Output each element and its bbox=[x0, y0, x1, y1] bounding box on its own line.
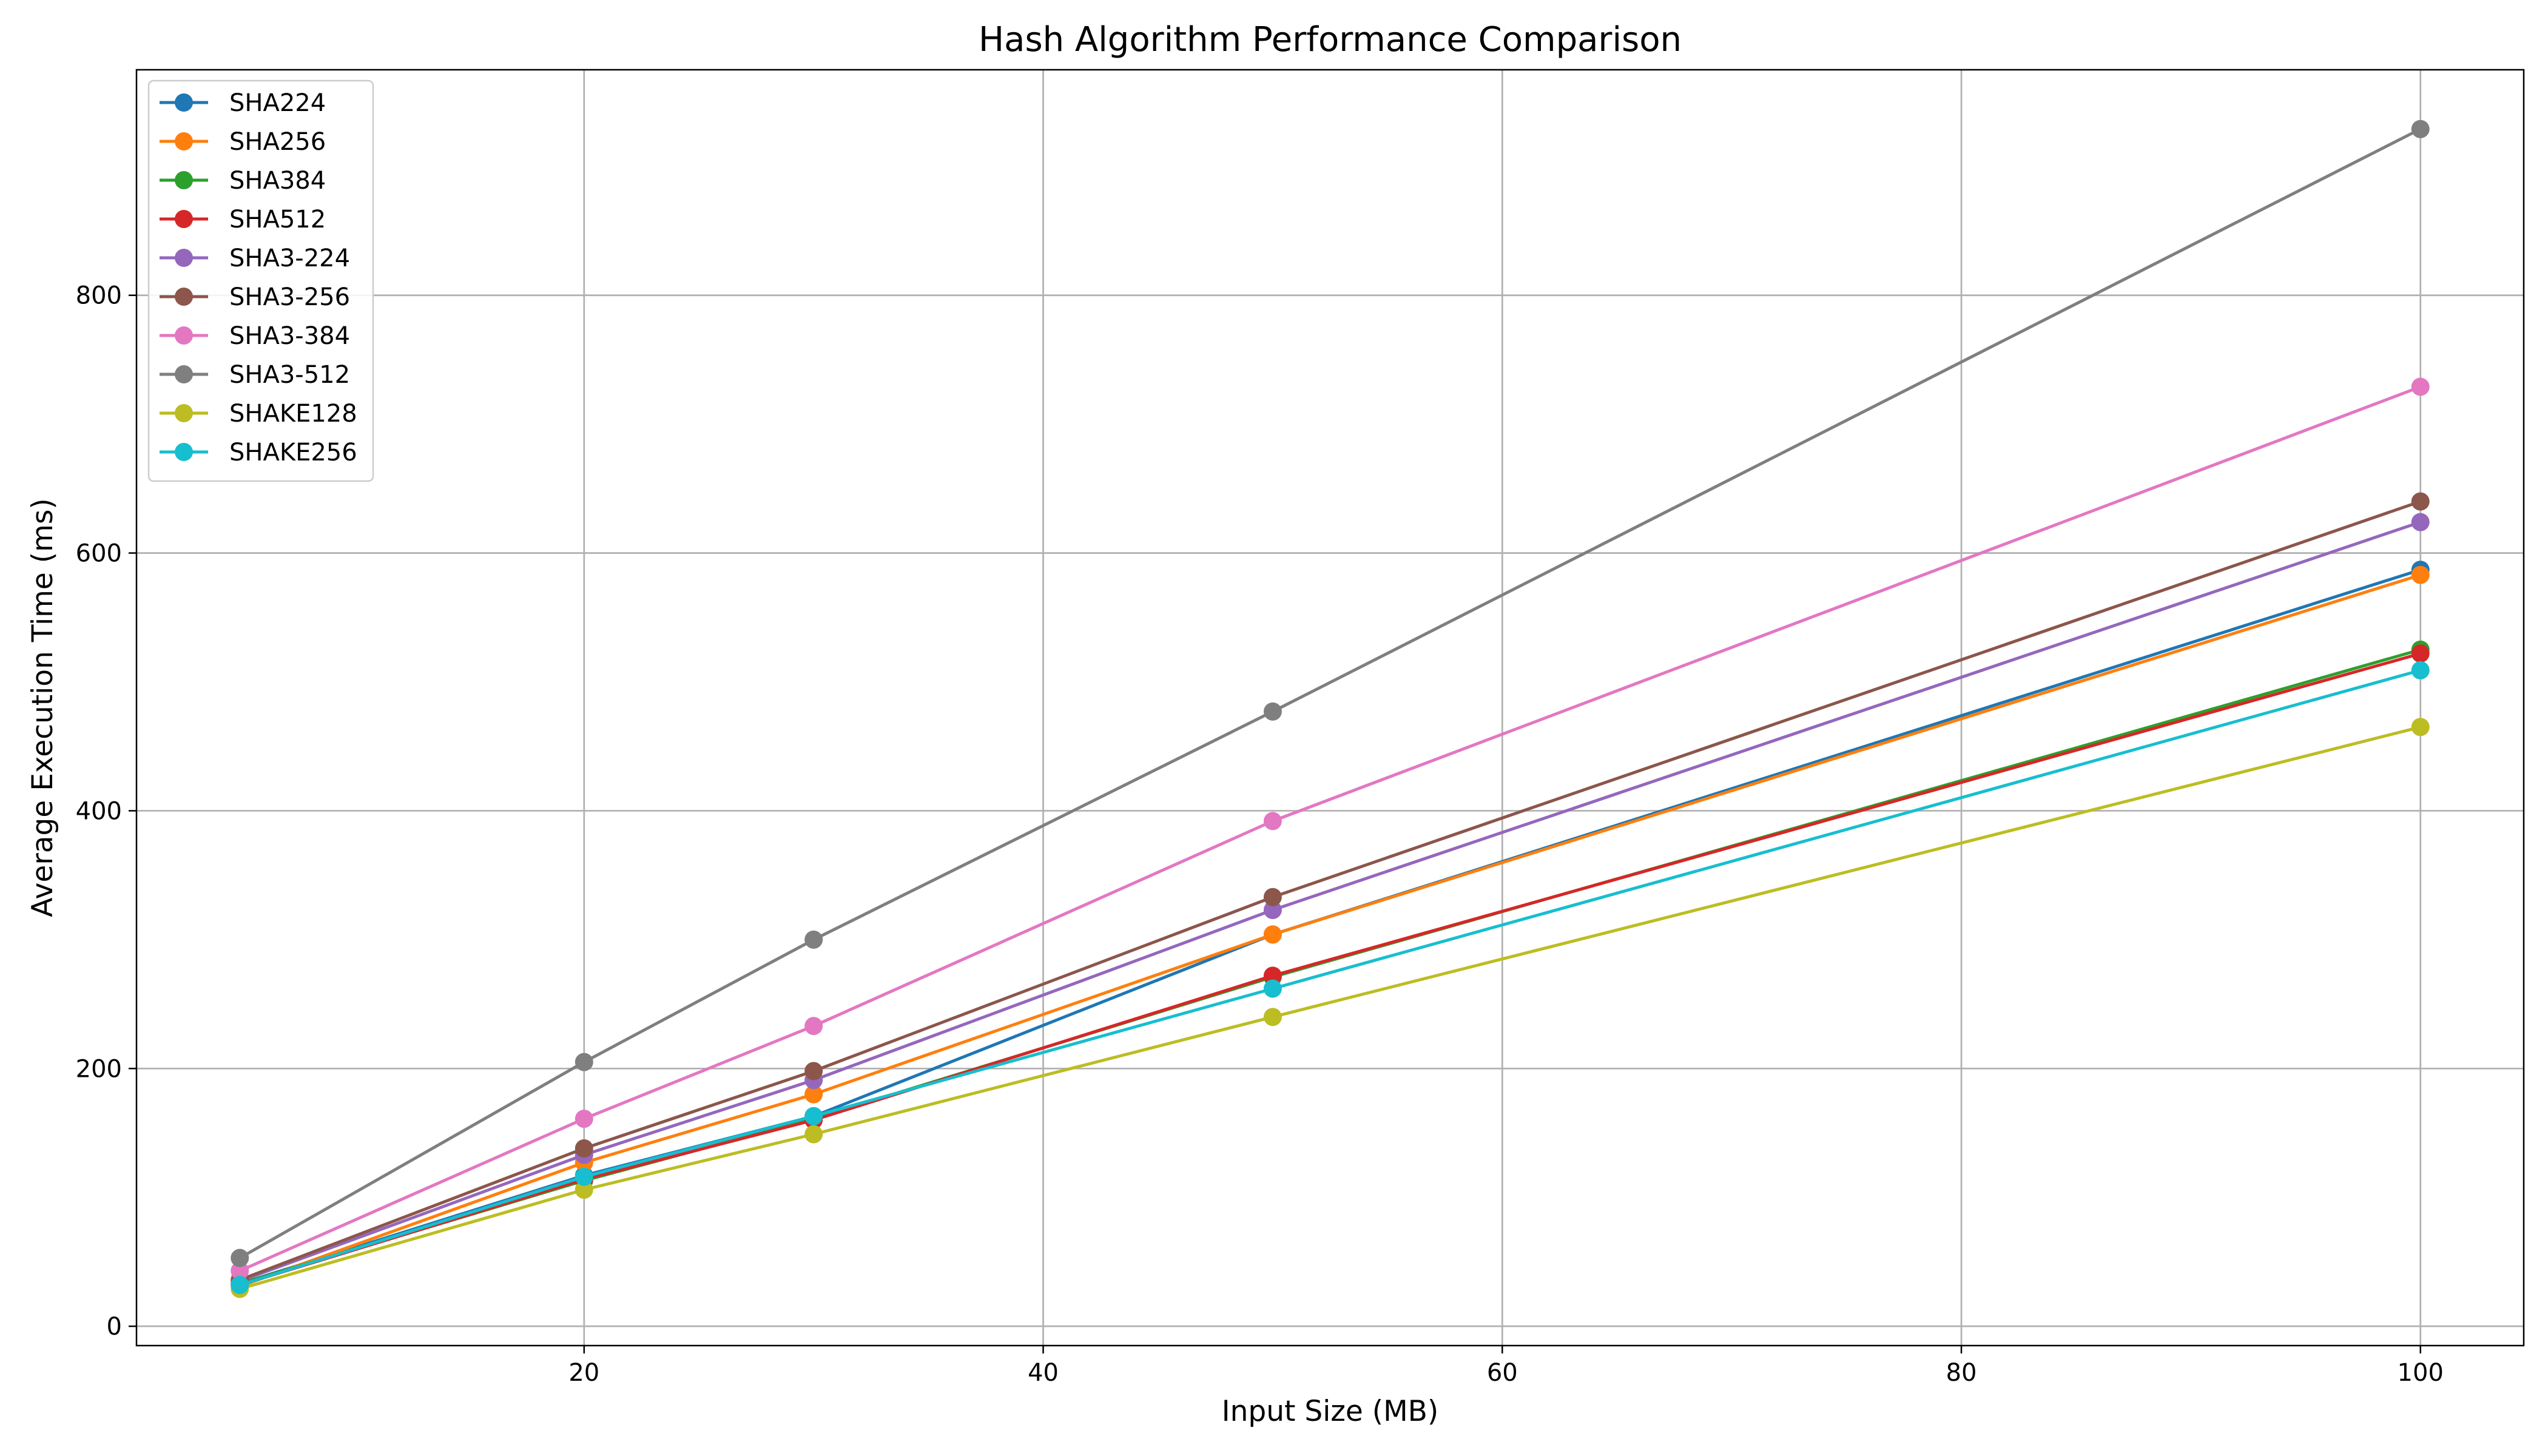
data-point bbox=[2411, 565, 2430, 584]
y-tick-label: 400 bbox=[76, 797, 122, 825]
plot-frame bbox=[135, 69, 2525, 1347]
x-tick-label: 80 bbox=[1946, 1359, 1977, 1387]
series-shake256 bbox=[231, 661, 2430, 1295]
chart-title: Hash Algorithm Performance Comparison bbox=[979, 20, 1682, 59]
data-point bbox=[231, 1276, 249, 1295]
series-sha3-224 bbox=[231, 513, 2430, 1290]
legend-label: SHAKE128 bbox=[229, 400, 357, 428]
legend-marker bbox=[175, 404, 193, 422]
y-tick-label: 600 bbox=[76, 540, 122, 568]
x-tick-label: 60 bbox=[1487, 1359, 1518, 1387]
data-point bbox=[1263, 901, 1282, 920]
data-point bbox=[1263, 812, 1282, 831]
legend-marker bbox=[175, 326, 193, 345]
legend-marker bbox=[175, 443, 193, 461]
x-axis-label: Input Size (MB) bbox=[1222, 1395, 1439, 1428]
y-axis: 0 200 400 600 800 bbox=[76, 282, 136, 1341]
y-tick-label: 0 bbox=[107, 1313, 122, 1341]
data-point bbox=[1263, 966, 1282, 985]
legend-marker bbox=[175, 132, 193, 150]
series-line bbox=[239, 127, 2421, 1259]
data-point bbox=[804, 1085, 823, 1104]
legend-item: SHA256 bbox=[160, 128, 326, 156]
legend-label: SHA3-384 bbox=[229, 322, 350, 350]
data-point bbox=[575, 1180, 593, 1199]
legend-marker bbox=[175, 249, 193, 267]
legend-label: SHA3-224 bbox=[229, 244, 350, 272]
data-point bbox=[1263, 702, 1282, 721]
legend-item: SHA3-256 bbox=[160, 283, 350, 311]
series-sha3-512 bbox=[231, 120, 2430, 1267]
legend-marker bbox=[175, 210, 193, 228]
legend-marker bbox=[175, 171, 193, 189]
series-line bbox=[239, 652, 2421, 1287]
series-sha3-384 bbox=[231, 377, 2430, 1280]
data-point bbox=[2411, 377, 2430, 396]
y-tick-label: 200 bbox=[76, 1055, 122, 1083]
data-point bbox=[804, 1107, 823, 1125]
data-point bbox=[804, 1125, 823, 1144]
legend-item: SHA3-224 bbox=[160, 244, 350, 272]
x-axis: 20 40 60 80 100 bbox=[568, 1346, 2444, 1387]
data-point bbox=[1263, 888, 1282, 906]
data-point bbox=[1263, 1008, 1282, 1026]
legend-item: SHA224 bbox=[160, 89, 326, 117]
data-point bbox=[1263, 979, 1282, 998]
legend-item: SHA3-384 bbox=[160, 322, 350, 350]
legend-item: SHA384 bbox=[160, 167, 326, 195]
legend-label: SHA3-512 bbox=[229, 361, 350, 389]
legend-marker bbox=[175, 288, 193, 306]
grid bbox=[136, 70, 2524, 1346]
series-layer bbox=[231, 120, 2430, 1298]
series-shake128 bbox=[231, 718, 2430, 1298]
series-line bbox=[239, 669, 2421, 1287]
legend: SHA224 SHA256 SHA384 SHA512 SHA3-224 SHA3-256… bbox=[147, 79, 374, 482]
legend-item: SHA512 bbox=[160, 206, 326, 234]
legend-label: SHA384 bbox=[229, 167, 326, 195]
data-point bbox=[1263, 925, 1282, 944]
data-point bbox=[575, 1110, 593, 1128]
data-point bbox=[804, 1017, 823, 1036]
data-point bbox=[231, 1249, 249, 1267]
data-point bbox=[2411, 644, 2430, 663]
legend-item: SHAKE128 bbox=[160, 400, 357, 428]
data-point bbox=[575, 1053, 593, 1071]
y-tick-label: 800 bbox=[76, 282, 122, 310]
data-point bbox=[575, 1139, 593, 1158]
data-point bbox=[2411, 492, 2430, 511]
x-tick-label: 100 bbox=[2398, 1359, 2444, 1387]
data-point bbox=[575, 1167, 593, 1186]
series-line bbox=[239, 385, 2421, 1273]
legend-marker bbox=[175, 93, 193, 112]
data-point bbox=[2411, 120, 2430, 138]
legend-item: SHAKE256 bbox=[160, 439, 357, 467]
x-tick-label: 20 bbox=[568, 1359, 599, 1387]
x-tick-label: 40 bbox=[1028, 1359, 1059, 1387]
data-point bbox=[231, 1261, 249, 1280]
data-point bbox=[2411, 513, 2430, 531]
legend-label: SHA224 bbox=[229, 89, 326, 117]
legend-label: SHAKE256 bbox=[229, 439, 357, 467]
legend-label: SHA3-256 bbox=[229, 283, 350, 311]
legend-label: SHA256 bbox=[229, 128, 326, 156]
data-point bbox=[804, 930, 823, 949]
data-point bbox=[804, 1062, 823, 1080]
legend-label: SHA512 bbox=[229, 206, 326, 234]
y-axis-label: Average Execution Time (ms) bbox=[26, 498, 59, 917]
data-point bbox=[2411, 661, 2430, 679]
data-point bbox=[2411, 718, 2430, 736]
legend-item: SHA3-512 bbox=[160, 361, 350, 389]
legend-marker bbox=[175, 365, 193, 383]
